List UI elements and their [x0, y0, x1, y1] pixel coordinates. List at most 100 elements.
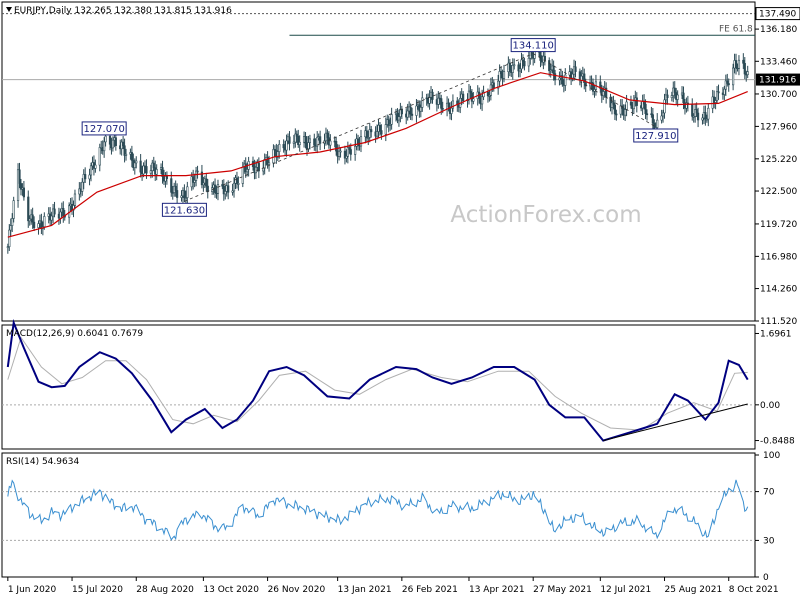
candle-body: [743, 62, 746, 75]
candle-body: [266, 157, 269, 165]
candle-body: [294, 133, 297, 143]
candle-body: [574, 66, 577, 72]
x-tick-label: 26 Nov 2020: [268, 585, 326, 595]
x-tick-label: 12 Jul 2021: [600, 585, 651, 595]
candle-body: [343, 150, 347, 159]
candle-body: [450, 107, 453, 114]
candle-body: [673, 87, 676, 93]
candle-body: [650, 113, 653, 116]
macd-layer: -0.8488 0.00 1.6961: [2, 318, 795, 447]
price-annotation-label: 134.110: [513, 41, 554, 52]
candle-body: [53, 208, 56, 215]
candle-body: [111, 139, 115, 149]
candle-body: [660, 115, 663, 121]
candle-body: [715, 91, 719, 101]
candle-body: [723, 88, 726, 95]
candle-body: [661, 112, 665, 117]
candle-body: [28, 218, 31, 222]
candle-body: [104, 135, 107, 143]
x-tick-label: 27 May 2021: [533, 585, 592, 595]
candle-body: [368, 129, 371, 138]
candle-body: [714, 100, 717, 103]
candle-body: [22, 187, 25, 198]
candle-body: [625, 101, 628, 110]
candle-body: [726, 80, 729, 84]
candle-body: [384, 124, 387, 135]
candle-body: [651, 114, 654, 124]
price-panel-title: EURJPY,Daily 132.265 132.380 131.815 131…: [14, 6, 232, 16]
candle-body: [184, 197, 187, 199]
candle-body: [337, 150, 341, 157]
candle-body: [451, 100, 455, 109]
candle-body: [635, 97, 638, 106]
candle-body: [705, 118, 708, 121]
rsi-panel-title: RSI(14) 54.9634: [6, 457, 79, 467]
candle-body: [84, 174, 87, 180]
candle-body: [619, 105, 622, 115]
candle-body: [613, 104, 617, 115]
candle-body: [472, 98, 475, 102]
candle-body: [130, 152, 133, 161]
candle-body: [558, 77, 561, 81]
candle-body: [511, 65, 514, 73]
candle-body: [513, 64, 516, 67]
rsi-layer: 0 30 70 100: [2, 451, 780, 583]
candle-body: [329, 140, 332, 146]
candle-body: [216, 184, 220, 194]
candle-body: [645, 113, 649, 116]
candle-body: [319, 136, 322, 144]
price-annotation-box: [633, 128, 679, 143]
candle-body: [349, 149, 352, 155]
triangle-down-icon: [6, 7, 12, 12]
fe-level-label: FE 61.8: [719, 24, 753, 34]
price-y-tick-label: 114.260: [760, 285, 797, 295]
candle-body: [108, 135, 112, 145]
candle-body: [180, 195, 183, 198]
candle-body: [629, 101, 633, 106]
candle-body: [155, 169, 158, 175]
x-tick-label: 1 Jun 2020: [8, 585, 57, 595]
candle-body: [520, 59, 523, 70]
candle-body: [380, 130, 383, 135]
candle-body: [727, 83, 730, 86]
candle-body: [419, 107, 422, 112]
candle-body: [193, 180, 196, 183]
price-panel-frame: [1, 1, 756, 322]
candle-body: [666, 94, 669, 99]
candle-body: [482, 91, 485, 98]
candle-body: [387, 119, 390, 126]
x-axis: 1 Jun 2020 15 Jul 2020 28 Aug 2020 13 Oct 2…: [7, 577, 779, 595]
candle-body: [139, 160, 142, 173]
candle-body: [18, 169, 21, 184]
candle-body: [410, 113, 414, 116]
candle-body: [183, 190, 186, 199]
candle-body: [276, 151, 279, 158]
candle-body: [685, 102, 688, 109]
candle-body: [196, 170, 199, 173]
candle-body: [440, 98, 443, 109]
current-price-box: [756, 73, 800, 86]
candle-body: [165, 176, 169, 179]
candle-body: [88, 174, 91, 180]
candle-body: [149, 170, 152, 174]
candle-body: [469, 90, 472, 94]
candle-body: [518, 68, 522, 72]
candle-body: [564, 74, 567, 86]
candle-body: [285, 140, 288, 151]
candle-body: [539, 50, 542, 61]
candle-body: [254, 166, 258, 174]
candle-body: [441, 108, 444, 110]
candle-body: [549, 69, 552, 72]
candle-body: [124, 153, 128, 156]
candle-body: [732, 67, 735, 86]
price-y-tick-label: 130.700: [760, 90, 797, 100]
candle-body: [339, 150, 342, 153]
candle-body: [174, 185, 177, 191]
candle-body: [192, 176, 195, 183]
x-tick-label: 13 Jan 2021: [338, 585, 392, 595]
candle-body: [73, 193, 77, 206]
candle-body: [447, 102, 450, 108]
candle-body: [316, 136, 319, 147]
candle-body: [707, 107, 710, 120]
candle-body: [244, 163, 247, 173]
